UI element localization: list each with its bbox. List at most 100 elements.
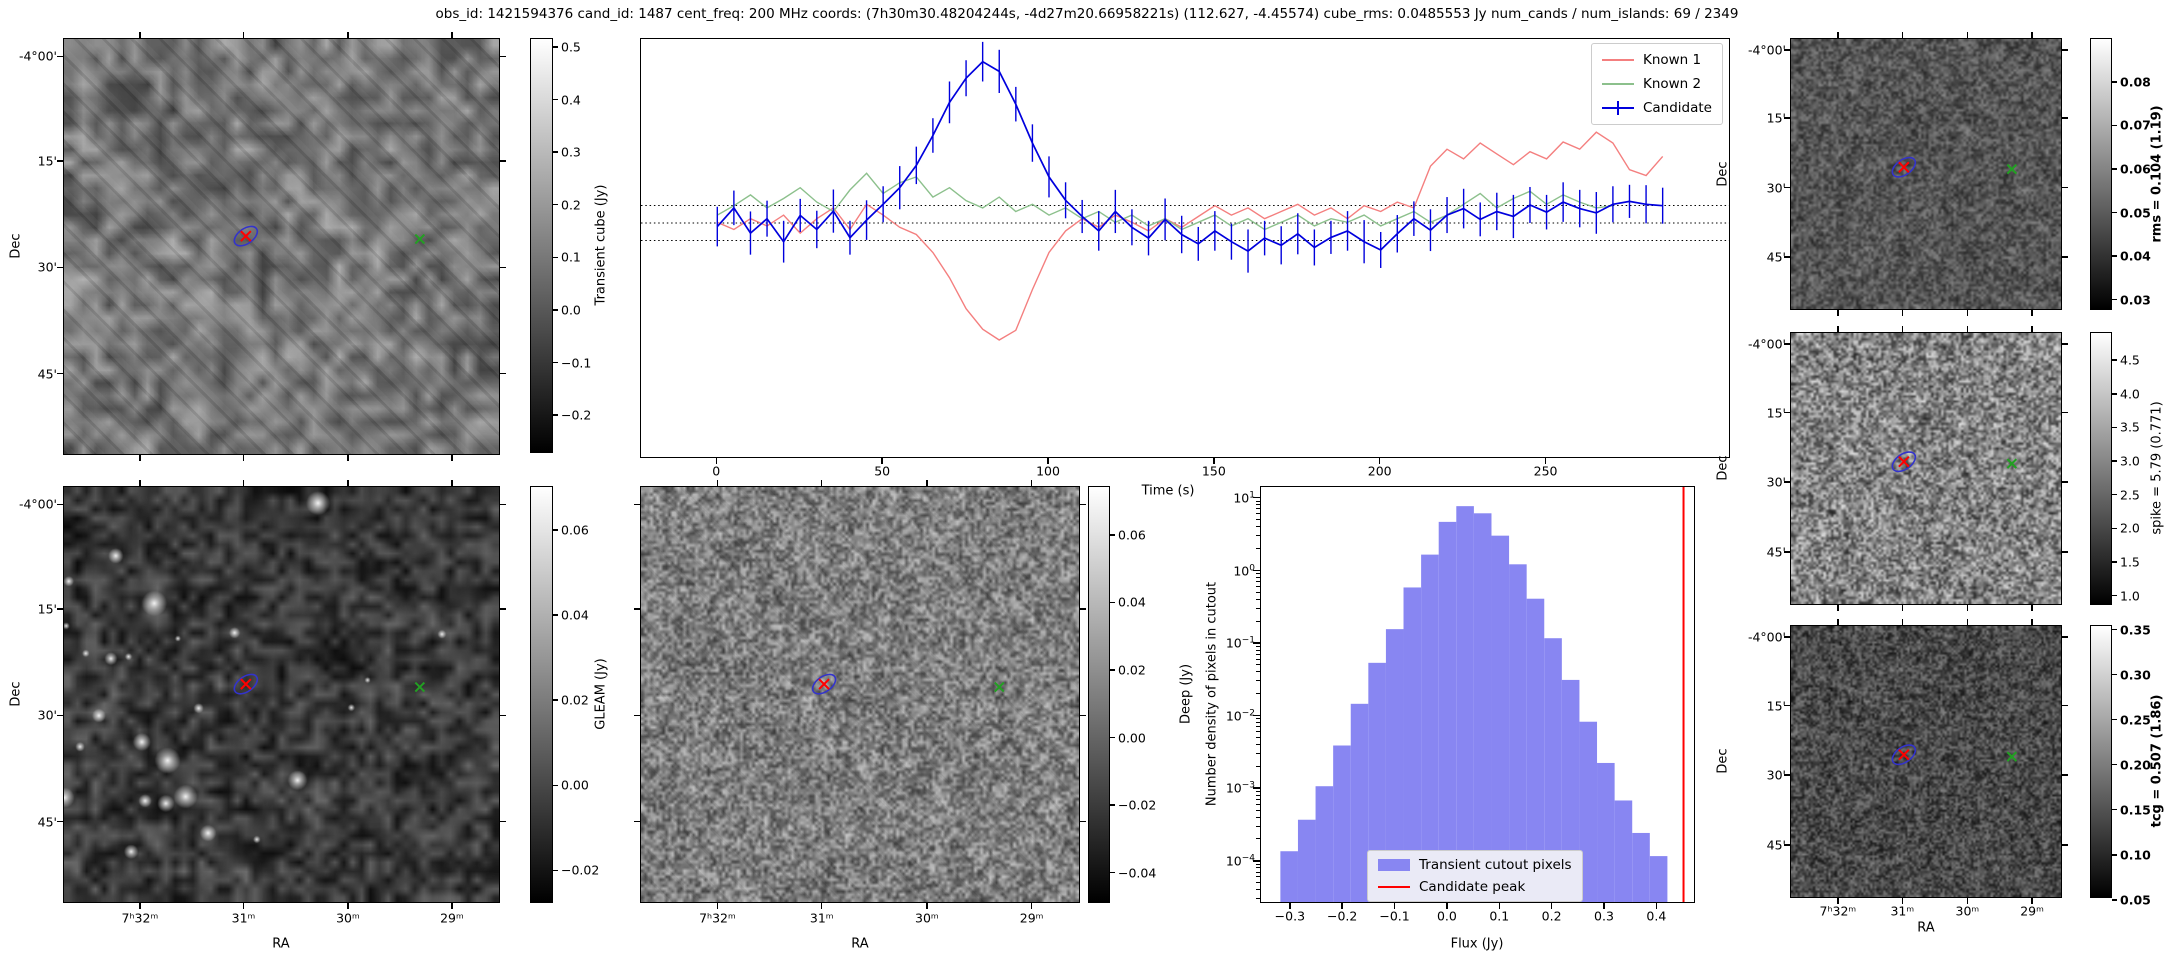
known-source-cross-marker xyxy=(994,681,1005,693)
axis-tick xyxy=(1030,903,1033,909)
log-tick-label: 10−2 xyxy=(1225,708,1255,724)
axis-tick xyxy=(1256,731,1260,733)
axis-tick xyxy=(2112,255,2117,257)
axis-tick xyxy=(1901,898,1904,904)
axis-tick xyxy=(2062,186,2068,189)
ra-axis-label: RA xyxy=(1917,920,1935,936)
known2-line-sample xyxy=(1601,77,1634,91)
colorbar-tick-label: 0.2 xyxy=(561,197,581,213)
transient-cube-colorbar-label: Transient cube (Jy) xyxy=(593,184,609,306)
axis-tick xyxy=(1784,774,1790,776)
histogram-bar xyxy=(1438,521,1457,902)
axis-tick xyxy=(926,903,928,909)
axis-tick xyxy=(634,820,640,823)
time-tick-label: 0 xyxy=(712,463,721,479)
axis-tick xyxy=(1837,32,1839,38)
histogram-bar xyxy=(1491,535,1510,902)
tcg-colorbar-label: tcg = 0.507 (1.86) xyxy=(2149,694,2165,828)
axis-tick xyxy=(1256,765,1260,767)
histogram-legend: Transient cutout pixels Candidate peak xyxy=(1367,850,1583,902)
axis-tick xyxy=(2031,605,2033,611)
axis-tick xyxy=(2112,808,2117,811)
axis-tick xyxy=(1784,343,1790,345)
axis-tick xyxy=(1253,787,1260,789)
colorbar-tick-label: 0.3 xyxy=(561,144,581,160)
axis-tick xyxy=(57,820,63,823)
axis-tick xyxy=(2031,898,2033,904)
histogram-y-axis-label: Number density of pixels in cutout xyxy=(1204,581,1220,807)
ra-tick-label: 29ᵐ xyxy=(1019,910,1044,926)
flux-histogram-plot xyxy=(1280,487,1685,902)
log-tick-label: 10−3 xyxy=(1225,780,1255,796)
deep-colorbar xyxy=(1088,486,1110,903)
colorbar-tick-label: 2.0 xyxy=(2120,520,2140,536)
candidate-cross-marker xyxy=(1898,456,1910,468)
colorbar-tick-label: 0.1 xyxy=(561,249,581,265)
axis-tick xyxy=(2062,636,2068,638)
ra-tick-label: 29ᵐ xyxy=(440,910,464,926)
colorbar-tick-label: 0.08 xyxy=(2120,74,2151,90)
colorbar-tick-label: 0.06 xyxy=(1118,527,1146,543)
dec-tick-label: 30' xyxy=(37,707,57,723)
known-source-cross-marker xyxy=(2006,163,2018,175)
axis-tick xyxy=(242,480,245,486)
spike-panel xyxy=(1790,332,2062,605)
axis-tick xyxy=(716,480,719,486)
rms-colorbar xyxy=(2090,38,2112,310)
axis-tick xyxy=(1256,513,1260,515)
axis-tick xyxy=(1253,642,1260,644)
legend-label-known1: Known 1 xyxy=(1642,52,1702,68)
axis-tick xyxy=(1256,743,1260,745)
axis-tick xyxy=(57,266,63,269)
axis-tick xyxy=(881,458,883,464)
tcg-panel xyxy=(1790,625,2062,898)
axis-tick xyxy=(2062,844,2068,846)
flux-tick-label: 0.3 xyxy=(1594,908,1614,924)
axis-tick xyxy=(1784,636,1790,638)
axis-tick xyxy=(500,608,506,610)
axis-tick xyxy=(347,480,349,486)
histogram-bar xyxy=(1579,721,1598,902)
axis-tick xyxy=(1256,653,1260,655)
colorbar-tick-label: 2.5 xyxy=(2120,487,2140,503)
axis-tick xyxy=(553,203,558,206)
histogram-bar xyxy=(1280,851,1298,902)
known-source-cross-marker xyxy=(2006,458,2018,469)
axis-tick xyxy=(1256,889,1260,891)
candidate-ellipse-marker xyxy=(233,225,259,247)
dec-tick-label: 30' xyxy=(1766,767,1786,783)
axis-tick xyxy=(2112,854,2117,856)
ra-tick-label: 7ʰ32ᵐ xyxy=(699,910,736,926)
gleam-colorbar xyxy=(530,486,553,903)
colorbar-tick-label: 0.10 xyxy=(2120,847,2151,863)
axis-tick xyxy=(1393,903,1396,909)
colorbar-tick-label: 0.0 xyxy=(561,302,581,318)
axis-tick xyxy=(451,903,453,909)
axis-tick xyxy=(2031,619,2033,625)
transient-cube-image xyxy=(64,39,499,454)
axis-tick xyxy=(1784,117,1790,119)
dec-tick-label: 15' xyxy=(1766,405,1786,421)
figure-title: obs_id: 1421594376 cand_id: 1487 cent_fr… xyxy=(435,6,1739,22)
colorbar-tick-label: −0.04 xyxy=(1118,865,1157,881)
axis-tick xyxy=(1256,803,1260,805)
dec-tick-label: 30' xyxy=(1766,474,1786,490)
axis-tick xyxy=(1256,504,1260,506)
ra-tick-label: 31ᵐ xyxy=(231,910,256,926)
histogram-bar xyxy=(1315,786,1334,902)
time-tick-label: 200 xyxy=(1367,463,1392,479)
axis-tick xyxy=(1256,825,1260,827)
axis-tick xyxy=(242,32,245,38)
axis-tick xyxy=(451,455,453,461)
axis-tick xyxy=(1256,791,1260,793)
colorbar-tick-label: 0.04 xyxy=(561,607,589,623)
axis-tick xyxy=(1837,605,1839,611)
axis-tick xyxy=(2112,359,2117,361)
dec-tick-label: -4°00' xyxy=(18,48,57,64)
colorbar-tick-label: 0.00 xyxy=(561,777,589,793)
tcg-image xyxy=(1791,626,2061,897)
axis-tick xyxy=(1550,903,1553,909)
rms-colorbar-label: rms = 0.104 (1.19) xyxy=(2149,105,2165,243)
axis-tick xyxy=(820,903,823,909)
axis-tick xyxy=(1784,411,1790,414)
